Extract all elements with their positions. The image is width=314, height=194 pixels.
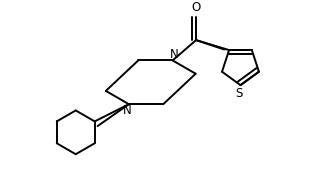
Text: N: N [123, 104, 132, 117]
Text: O: O [192, 1, 201, 14]
Text: S: S [235, 87, 243, 100]
Text: N: N [170, 48, 179, 61]
